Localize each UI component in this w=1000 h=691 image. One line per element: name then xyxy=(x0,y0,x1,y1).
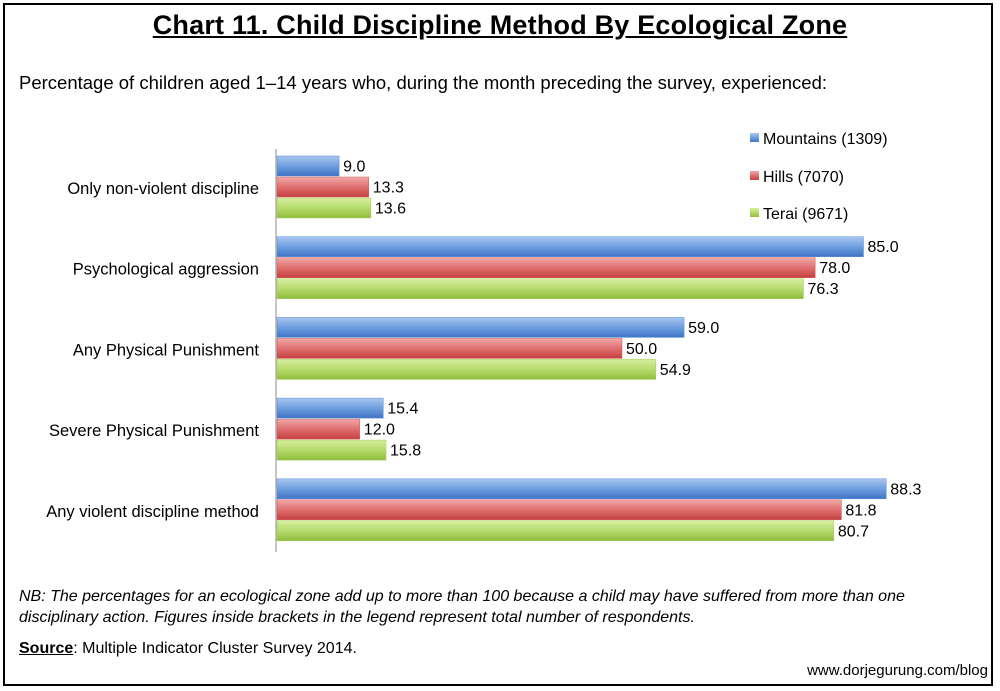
legend: Mountains (1309) Hills (7070) Terai (9671) xyxy=(750,131,888,223)
data-label: 81.8 xyxy=(845,502,876,519)
data-label: 13.6 xyxy=(375,201,406,218)
data-label: 80.7 xyxy=(838,523,869,540)
bar xyxy=(276,338,623,359)
bar xyxy=(276,236,864,257)
data-label: 78.0 xyxy=(819,260,850,277)
source-text: : Multiple Indicator Cluster Survey 2014… xyxy=(73,640,357,657)
legend-swatch xyxy=(750,171,759,180)
chart-subtitle: Percentage of children aged 1–14 years w… xyxy=(19,72,828,93)
legend-label: Hills (7070) xyxy=(763,169,844,186)
data-label: 15.4 xyxy=(387,401,418,418)
data-label: 15.8 xyxy=(390,443,421,460)
data-label: 13.3 xyxy=(373,180,404,197)
category-label: Severe Physical Punishment xyxy=(49,422,259,440)
data-label: 76.3 xyxy=(807,281,838,298)
bar xyxy=(276,397,384,419)
category-label: Only non-violent discipline xyxy=(67,180,259,198)
bar xyxy=(276,257,816,278)
source-label: Source xyxy=(19,640,74,657)
data-label: 54.9 xyxy=(660,362,691,379)
data-label: 9.0 xyxy=(343,159,365,176)
bar xyxy=(276,197,372,219)
figure-frame xyxy=(3,3,993,686)
bar xyxy=(276,278,804,299)
legend-swatch xyxy=(750,133,759,142)
data-label: 12.0 xyxy=(364,422,395,439)
bar xyxy=(276,499,842,521)
category-label: Any violent discipline method xyxy=(46,503,259,521)
chart-title: Chart 11. Child Discipline Method By Eco… xyxy=(152,10,848,40)
legend-label: Mountains (1309) xyxy=(763,131,888,148)
category-label: Psychological aggression xyxy=(73,261,259,279)
bar xyxy=(276,155,340,177)
credit-url: www.dorjegurung.com/blog xyxy=(807,662,988,679)
bar xyxy=(276,176,370,198)
bar xyxy=(276,418,361,440)
data-label: 88.3 xyxy=(890,481,921,498)
legend-swatch xyxy=(750,208,759,217)
data-label: 59.0 xyxy=(688,320,719,337)
bar xyxy=(276,359,657,380)
category-label: Any Physical Punishment xyxy=(73,341,260,359)
legend-label: Terai (9671) xyxy=(763,206,848,223)
bar xyxy=(276,478,887,500)
data-label: 85.0 xyxy=(868,239,899,256)
bar xyxy=(276,520,835,542)
bar xyxy=(276,439,387,461)
source-line: Source: Multiple Indicator Cluster Surve… xyxy=(19,640,357,658)
bar xyxy=(276,317,685,338)
footnote: NB: The percentages for an ecological zo… xyxy=(19,588,905,626)
data-label: 50.0 xyxy=(626,341,657,358)
